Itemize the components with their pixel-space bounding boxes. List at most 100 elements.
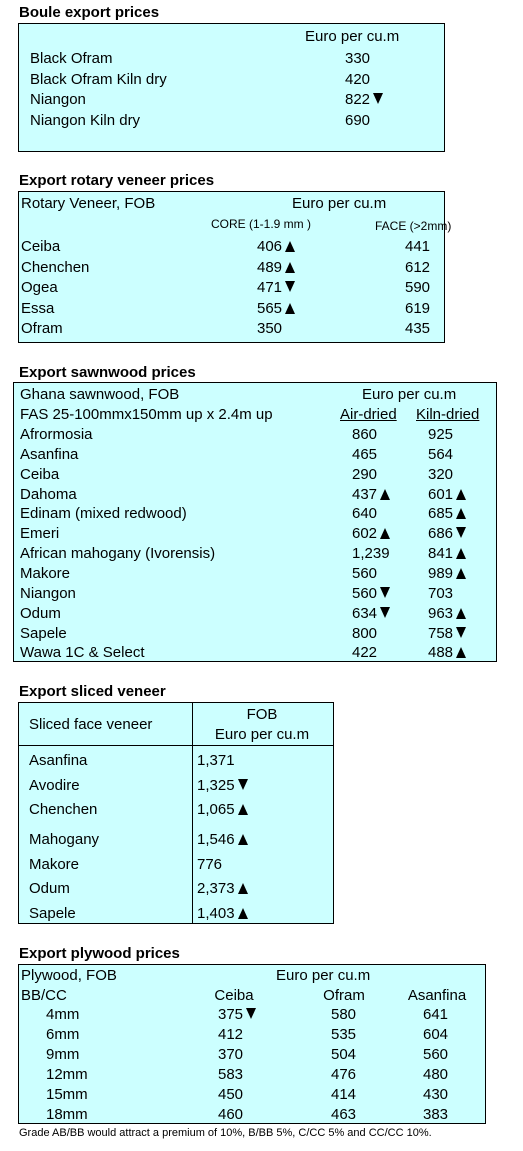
sliced-row-name: Mahogany xyxy=(29,831,100,848)
rotary-row-core: 350 xyxy=(257,320,283,337)
sliced-header-divider xyxy=(19,745,333,746)
boule-row-name: Black Ofram Kiln dry xyxy=(30,70,167,88)
plywood-row-ceiba: 375 xyxy=(218,1005,256,1024)
sawn-row-name: Afrormosia xyxy=(20,426,93,443)
plywood-row-ofram: 414 xyxy=(331,1086,357,1103)
rotary-row-name: Ofram xyxy=(21,320,63,337)
rotary-row-name: Essa xyxy=(21,299,55,317)
sliced-row-name: Odum xyxy=(29,880,70,897)
rotary-row-name: Chenchen xyxy=(21,258,90,276)
sliced-row-name: Chenchen xyxy=(29,801,98,818)
plywood-row-ceiba: 412 xyxy=(218,1026,244,1043)
plywood-row-ceiba: 450 xyxy=(218,1086,244,1103)
plywood-grade: BB/CC xyxy=(21,987,67,1004)
boule-unit: Euro per cu.m xyxy=(305,28,400,45)
plywood-row-name: 12mm xyxy=(46,1066,88,1083)
sawn-row-name: Edinam (mixed redwood) xyxy=(20,505,187,523)
plywood-row-ofram: 580 xyxy=(331,1006,357,1023)
rotary-row-core: 471 xyxy=(257,278,295,297)
boule-row-name: Niangon xyxy=(30,91,86,108)
plywood-row-asanfina: 604 xyxy=(423,1026,449,1043)
sawn-row-air: 640 xyxy=(352,505,378,523)
plywood-row-ofram: 463 xyxy=(331,1106,357,1123)
sawn-row-air: 437 xyxy=(352,485,390,504)
plywood-title: Export plywood prices xyxy=(19,945,180,962)
plywood-row-asanfina: 383 xyxy=(423,1106,449,1123)
plywood-row-name: 15mm xyxy=(46,1086,88,1103)
rotary-label: Rotary Veneer, FOB xyxy=(21,195,156,212)
rotary-row-name: Ogea xyxy=(21,279,58,296)
sawn-row-kiln: 841 xyxy=(428,544,466,563)
sawn-row-air: 422 xyxy=(352,644,378,662)
rotary-row-face: 441 xyxy=(405,238,431,255)
sawn-row-kiln: 963 xyxy=(428,604,466,623)
sawn-row-kiln: 686 xyxy=(428,524,466,543)
rotary-row-core: 406 xyxy=(257,237,295,256)
plywood-col-ceiba: Ceiba xyxy=(214,987,254,1004)
plywood-unit: Euro per cu.m xyxy=(276,967,371,984)
rotary-row-face: 435 xyxy=(405,320,431,337)
sawn-row-air: 560 xyxy=(352,584,390,603)
sawn-row-kiln: 989 xyxy=(428,564,466,583)
sawn-row-name: Sapele xyxy=(20,624,67,642)
plywood-row-ceiba: 460 xyxy=(218,1106,244,1123)
plywood-row-ceiba: 370 xyxy=(218,1046,244,1063)
plywood-row-ofram: 504 xyxy=(331,1046,357,1063)
sawn-row-kiln: 685 xyxy=(428,504,466,523)
sawn-row-name: Odum xyxy=(20,604,61,622)
sawn-row-name: Makore xyxy=(20,564,71,582)
sawn-row-air: 602 xyxy=(352,524,390,543)
plywood-row-ceiba: 583 xyxy=(218,1066,244,1083)
sliced-row-name: Sapele xyxy=(29,905,76,922)
rotary-col-core: CORE (1-1.9 mm ) xyxy=(211,217,312,231)
sliced-unit-euro: Euro per cu.m xyxy=(214,726,310,743)
plywood-row-asanfina: 641 xyxy=(423,1006,449,1023)
sliced-row-value: 2,373 xyxy=(197,879,248,898)
plywood-label: Plywood, FOB xyxy=(21,967,117,984)
plywood-row-asanfina: 480 xyxy=(423,1066,449,1083)
sliced-row-value: 1,065 xyxy=(197,800,248,819)
sawn-row-name: African mahogany (Ivorensis) xyxy=(20,545,216,563)
boule-row-name: Black Ofram xyxy=(30,50,113,67)
sawn-row-kiln: 320 xyxy=(428,465,454,483)
sliced-row-name: Makore xyxy=(29,856,80,873)
rotary-table: Rotary Veneer, FOB Euro per cu.m CORE (1… xyxy=(18,191,451,343)
sawn-row-air: 290 xyxy=(352,465,378,483)
sliced-row-name: Avodire xyxy=(29,777,80,794)
sawn-row-name: Asanfina xyxy=(20,445,79,463)
plywood-table: Plywood, FOB Euro per cu.m BB/CC Ceiba O… xyxy=(18,964,486,1124)
plywood-row-name: 6mm xyxy=(46,1026,80,1043)
boule-table: Euro per cu.m Black Ofram 330 Black Ofram … xyxy=(18,23,445,152)
sawn-row-air: 634 xyxy=(352,604,390,623)
sawn-row-kiln: 758 xyxy=(428,624,466,643)
plywood-row-ofram: 535 xyxy=(331,1026,357,1043)
sawn-col-kiln: Kiln-dried xyxy=(416,406,480,423)
rotary-title: Export rotary veneer prices xyxy=(19,172,215,189)
sliced-table: Sliced face veneer FOB Euro per cu.m Asa… xyxy=(18,702,334,924)
sawn-unit: Euro per cu.m xyxy=(362,386,457,403)
rotary-col-face: FACE (>2mm) xyxy=(375,219,452,233)
sawn-title: Export sawnwood prices xyxy=(19,364,196,381)
plywood-row-name: 18mm xyxy=(46,1106,88,1123)
sawn-row-air: 560 xyxy=(352,564,378,582)
sliced-row-value: 1,371 xyxy=(197,752,235,769)
sawn-row-name: Ceiba xyxy=(20,465,60,483)
rotary-row-face: 590 xyxy=(405,279,431,296)
sawn-row-name: Emeri xyxy=(20,525,60,543)
rotary-row-core: 565 xyxy=(257,299,295,318)
plywood-row-asanfina: 560 xyxy=(423,1046,449,1063)
sawn-row-kiln: 488 xyxy=(428,643,466,662)
sawn-label: Ghana sawnwood, FOB xyxy=(20,386,180,403)
sawn-col-air: Air-dried xyxy=(340,406,397,423)
boule-row-value: 822 xyxy=(345,90,383,109)
rotary-row-face: 619 xyxy=(405,299,431,317)
sawn-row-kiln: 564 xyxy=(428,445,454,463)
boule-title: Boule export prices xyxy=(19,4,160,21)
sawn-row-name: Niangon xyxy=(20,584,76,602)
sliced-row-value: 1,403 xyxy=(197,904,248,923)
plywood-row-asanfina: 430 xyxy=(423,1086,449,1103)
boule-row-name: Niangon Kiln dry xyxy=(30,111,141,129)
sawn-row-kiln: 925 xyxy=(428,426,454,443)
boule-row-value: 690 xyxy=(345,111,371,129)
sawn-row-air: 465 xyxy=(352,445,378,463)
